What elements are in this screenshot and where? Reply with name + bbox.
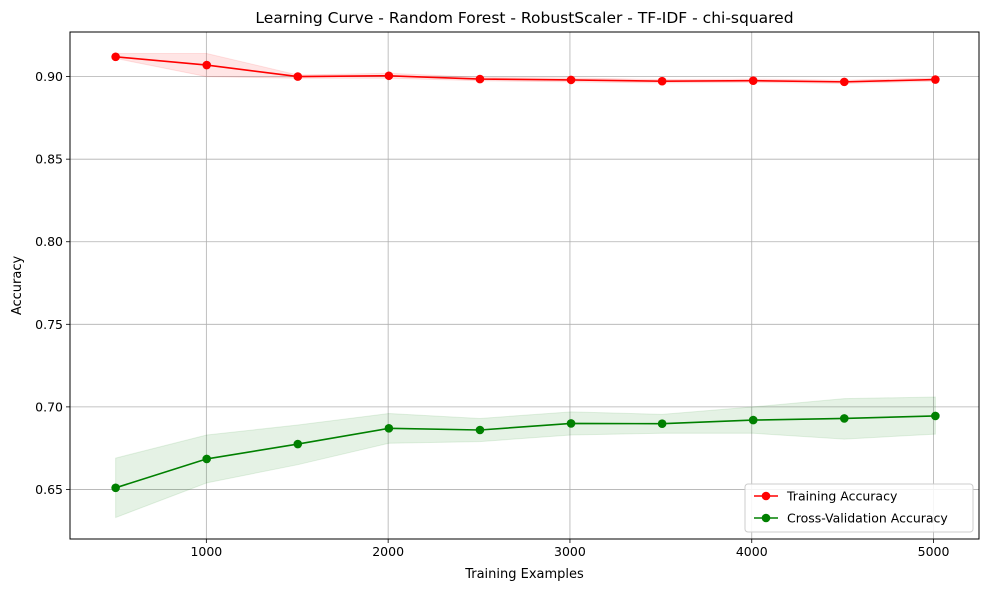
- point-training: [293, 72, 303, 81]
- x-tick-label: 5000: [918, 544, 950, 559]
- point-training: [566, 75, 576, 85]
- x-axis-label: Training Examples: [464, 567, 584, 582]
- point-training: [202, 60, 212, 70]
- point-training: [931, 75, 940, 84]
- point-training: [839, 77, 849, 87]
- point-cross-validation: [748, 415, 758, 425]
- y-tick-label: 0.65: [35, 482, 63, 497]
- point-cross-validation: [475, 425, 485, 435]
- grid-lines: [70, 32, 979, 539]
- legend-box: [744, 483, 974, 533]
- x-axis-ticks: 1000 2000 3000 4000 5000: [190, 539, 950, 559]
- point-training: [475, 74, 485, 84]
- point-cross-validation: [111, 483, 120, 493]
- legend-marker-training: [761, 491, 771, 501]
- line-cross-validation: [115, 415, 936, 489]
- point-training: [748, 76, 758, 86]
- point-training: [111, 52, 120, 62]
- confidence-bands: [115, 52, 936, 519]
- point-cross-validation: [566, 419, 576, 428]
- plot-area-frame: [69, 31, 980, 540]
- point-cross-validation: [202, 454, 212, 464]
- series-lines: [115, 55, 936, 489]
- point-training: [657, 76, 667, 86]
- y-axis-ticks: 0.65 0.70 0.75 0.80 0.85 0.90: [35, 69, 70, 497]
- y-tick-label: 0.85: [35, 152, 63, 167]
- point-cross-validation: [384, 424, 394, 433]
- point-cross-validation: [293, 439, 303, 449]
- legend-label-training: Training Accuracy: [786, 489, 898, 504]
- y-tick-label: 0.90: [35, 69, 63, 84]
- legend-label-cross-validation: Cross-Validation Accuracy: [787, 511, 948, 526]
- x-tick-label: 4000: [736, 544, 768, 559]
- y-tick-label: 0.80: [35, 234, 63, 249]
- legend: Training Accuracy Cross-Validation Accur…: [744, 483, 974, 533]
- series-markers: [111, 52, 940, 493]
- chart-title: Learning Curve - Random Forest - RobustS…: [255, 9, 793, 27]
- x-tick-label: 3000: [554, 544, 586, 559]
- line-training: [115, 55, 936, 83]
- x-tick-label: 1000: [190, 544, 222, 559]
- point-cross-validation: [657, 419, 667, 429]
- band-cross-validation: [115, 396, 936, 519]
- y-axis-label: Accuracy: [10, 256, 25, 316]
- x-tick-label: 2000: [372, 544, 404, 559]
- point-cross-validation: [931, 411, 940, 421]
- legend-marker-cross-validation: [761, 513, 771, 523]
- y-tick-label: 0.70: [35, 399, 63, 414]
- point-cross-validation: [839, 414, 849, 423]
- point-training: [384, 71, 394, 81]
- y-tick-label: 0.75: [35, 317, 63, 332]
